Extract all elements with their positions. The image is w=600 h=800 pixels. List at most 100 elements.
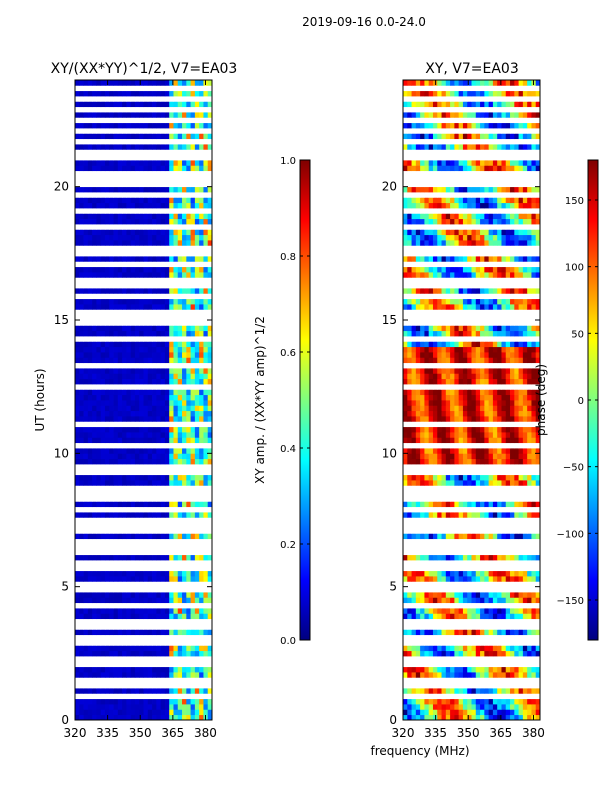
panel2-heatmap-cell xyxy=(450,602,455,609)
panel2-heatmap-cell xyxy=(505,608,511,614)
panel1-heatmap-cell xyxy=(79,528,84,534)
panel1-heatmap-cell xyxy=(143,618,149,625)
panel1-heatmap-cell xyxy=(117,704,123,710)
panel1-heatmap-cell xyxy=(190,496,196,502)
panel1-heatmap-cell xyxy=(152,362,157,369)
panel1-heatmap-cell xyxy=(203,304,209,310)
panel2-heatmap-cell xyxy=(462,698,468,705)
panel1-heatmap-cell xyxy=(139,586,144,593)
panel2-heatmap-cell xyxy=(471,677,477,684)
panel1-heatmap-cell xyxy=(177,672,183,678)
panel2-heatmap-cell xyxy=(518,698,524,705)
panel1-heatmap-cell xyxy=(190,208,196,214)
panel1-heatmap-cell xyxy=(147,512,153,518)
panel1-heatmap-cell xyxy=(190,464,196,470)
panel1-heatmap-cell xyxy=(160,160,166,166)
panel1-heatmap-cell xyxy=(75,453,80,460)
panel2-heatmap-cell xyxy=(484,650,490,657)
panel2-heatmap-cell xyxy=(510,688,515,694)
panel1-heatmap-cell xyxy=(130,250,136,257)
panel1-heatmap-cell xyxy=(109,144,114,150)
panel1-heatmap-cell xyxy=(186,170,191,177)
panel1-heatmap-cell xyxy=(152,677,157,684)
panel1-heatmap-cell xyxy=(147,426,153,433)
panel1-heatmap-cell xyxy=(190,261,196,268)
panel1-heatmap-cell xyxy=(143,458,149,465)
panel1-heatmap-cell xyxy=(199,330,204,337)
panel1-heatmap-cell xyxy=(117,453,123,460)
panel2-heatmap-cell xyxy=(497,709,502,716)
panel2-heatmap-cell xyxy=(407,629,412,636)
panel2-heatmap-cell xyxy=(475,650,481,657)
panel1-heatmap-cell xyxy=(186,448,191,454)
panel1-heatmap-cell xyxy=(139,90,144,97)
panel1-heatmap-cell xyxy=(122,133,127,140)
panel1-heatmap-cell xyxy=(177,298,183,305)
panel1-heatmap-cell xyxy=(147,421,153,428)
panel1-heatmap-cell xyxy=(173,320,179,326)
panel1-heatmap-cell xyxy=(182,437,187,444)
panel1-heatmap-cell xyxy=(87,346,93,353)
panel1-heatmap-cell xyxy=(134,240,140,246)
panel1-heatmap-cell xyxy=(203,677,209,684)
panel1-heatmap-cell xyxy=(182,202,187,209)
panel2-heatmap-cell xyxy=(411,661,417,668)
panel1-heatmap-cell xyxy=(147,250,153,257)
panel1-heatmap-cell xyxy=(147,336,153,342)
panel2-heatmap-cell xyxy=(411,581,417,588)
panel1-heatmap-cell xyxy=(83,389,89,396)
panel1-heatmap-cell xyxy=(83,426,89,433)
panel1-heatmap-cell xyxy=(147,714,153,721)
panel2-heatmap-cell xyxy=(462,666,468,673)
panel1-heatmap-cell xyxy=(113,629,119,636)
panel1-heatmap-cell xyxy=(126,208,132,214)
panel1-heatmap-cell xyxy=(194,346,200,353)
panel1-heatmap-cell xyxy=(83,293,89,300)
panel2-heatmap-cell xyxy=(527,677,532,684)
panel2-heatmap-cell xyxy=(445,560,451,566)
panel1-heatmap-cell xyxy=(122,416,127,422)
panel1-heatmap-cell xyxy=(117,645,123,652)
panel2-heatmap-cell xyxy=(411,682,417,689)
panel1-heatmap-cell xyxy=(139,394,144,401)
panel1-heatmap-cell xyxy=(96,501,102,508)
panel1-heatmap-cell xyxy=(100,362,106,369)
panel1-heatmap-cell xyxy=(173,464,179,470)
panel2-heatmap-cell xyxy=(488,688,494,694)
panel1-heatmap-cell xyxy=(117,293,123,300)
panel1-heatmap-cell xyxy=(139,261,144,268)
panel1-heatmap-cell xyxy=(177,490,183,497)
panel1-heatmap-cell xyxy=(147,448,153,454)
panel2-heatmap-cell xyxy=(432,624,438,630)
panel2-heatmap-cell xyxy=(505,565,511,572)
panel1-heatmap-cell xyxy=(87,106,93,113)
panel1-heatmap-cell xyxy=(83,384,89,390)
panel2-heatmap-cell xyxy=(458,677,464,684)
panel1-heatmap-cell xyxy=(117,101,123,108)
panel1-heatmap-cell xyxy=(190,576,196,582)
panel1-heatmap-cell xyxy=(152,330,157,337)
panel1-heatmap-cell xyxy=(173,224,179,230)
panel1-heatmap-cell xyxy=(134,661,140,668)
panel1-heatmap-cell xyxy=(164,362,170,369)
panel1-heatmap-cell xyxy=(79,373,84,380)
panel1-heatmap-cell xyxy=(83,96,89,102)
panel1-heatmap-cell xyxy=(126,186,132,193)
panel1-heatmap-cell xyxy=(169,714,174,721)
panel2-heatmap-cell xyxy=(424,661,430,668)
panel1-heatmap-cell xyxy=(83,533,89,540)
panel1-heatmap-cell xyxy=(160,565,166,572)
panel1-heatmap-cell xyxy=(134,624,140,630)
panel1-heatmap-cell xyxy=(83,277,89,284)
panel1-heatmap-cell xyxy=(194,218,200,225)
panel2-heatmap-cell xyxy=(480,592,485,598)
panel1-heatmap-cell xyxy=(190,677,196,684)
panel1-heatmap-cell xyxy=(100,149,106,156)
panel1-heatmap-cell xyxy=(87,640,93,646)
panel1-heatmap-cell xyxy=(134,373,140,380)
panel2-heatmap-cell xyxy=(471,704,477,710)
panel1-heatmap-cell xyxy=(169,554,174,561)
panel1-heatmap-cell xyxy=(190,304,196,310)
panel1-heatmap-cell xyxy=(104,373,110,380)
panel1-heatmap-cell xyxy=(113,96,119,102)
